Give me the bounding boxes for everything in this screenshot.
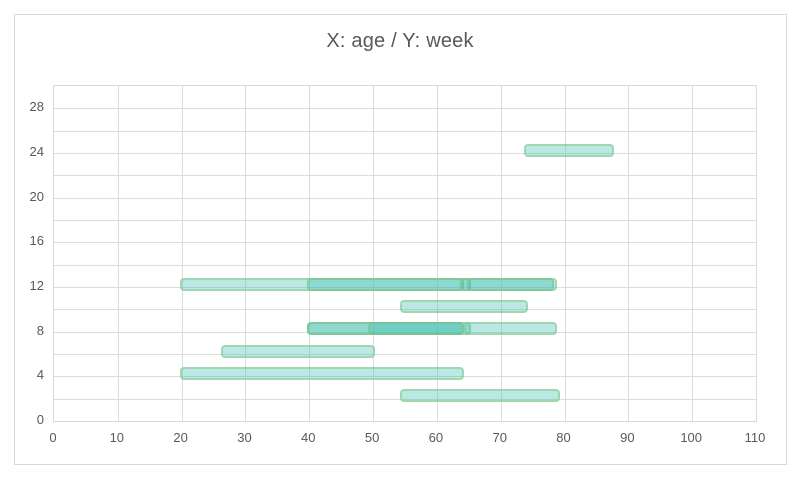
range-bar[interactable] — [524, 143, 615, 157]
gridline-vertical — [118, 86, 119, 421]
gridline-vertical — [692, 86, 693, 421]
range-bar[interactable] — [221, 344, 376, 358]
x-axis-tick-label: 10 — [109, 430, 125, 445]
plot-area — [53, 85, 757, 422]
x-axis-tick-label: 100 — [680, 430, 703, 445]
gridline-vertical — [628, 86, 629, 421]
x-axis-tick-label: 40 — [301, 430, 316, 445]
gridline-vertical — [373, 86, 374, 421]
gridline-vertical — [565, 86, 566, 421]
gridline-horizontal — [54, 265, 756, 266]
gridline-vertical — [501, 86, 502, 421]
y-axis-tick-label: 4 — [36, 367, 44, 383]
x-axis-tick-label: 20 — [173, 430, 188, 445]
gridline-horizontal — [54, 376, 756, 377]
gridline-horizontal — [54, 399, 756, 400]
gridline-vertical — [182, 86, 183, 421]
x-axis-tick-label: 110 — [744, 430, 766, 445]
x-axis-tick-label: 0 — [49, 430, 57, 445]
y-axis-tick-label: 12 — [29, 278, 44, 293]
x-axis-tick-label: 70 — [492, 430, 507, 445]
x-axis-tick-label: 60 — [428, 430, 444, 445]
gridline-vertical — [437, 86, 438, 421]
gridline-horizontal — [54, 131, 756, 132]
range-bar[interactable] — [399, 389, 561, 403]
y-axis-tick-label: 0 — [36, 412, 44, 427]
range-bar[interactable] — [399, 300, 529, 314]
y-axis-tick-label: 16 — [29, 233, 44, 249]
gridline-horizontal — [54, 153, 756, 154]
x-axis-tick-label: 30 — [237, 430, 252, 445]
range-bar[interactable] — [367, 322, 465, 336]
gridline-horizontal — [54, 108, 756, 109]
gridline-horizontal — [54, 309, 756, 310]
range-bar[interactable] — [466, 277, 557, 291]
gridline-horizontal — [54, 242, 756, 243]
y-axis-tick-label: 28 — [29, 99, 44, 115]
gridline-vertical — [309, 86, 310, 421]
range-bar[interactable] — [179, 367, 465, 381]
y-axis-tick-label: 8 — [36, 322, 44, 338]
gridline-horizontal — [54, 198, 756, 199]
range-bar[interactable] — [463, 322, 557, 336]
y-axis-tick-label: 24 — [29, 144, 44, 159]
y-axis-tick-label: 20 — [29, 188, 44, 204]
range-bar[interactable] — [307, 277, 471, 291]
gridline-horizontal — [54, 220, 756, 221]
chart-title: X: age / Y: week — [326, 30, 474, 52]
gridline-horizontal — [54, 354, 756, 355]
gridline-horizontal — [54, 175, 756, 176]
gridline-horizontal — [54, 287, 756, 288]
x-axis-tick-label: 50 — [364, 430, 380, 445]
gridline-vertical — [245, 86, 246, 421]
x-axis-tick-label: 80 — [556, 430, 571, 445]
gridline-horizontal — [54, 332, 756, 333]
x-axis-tick-label: 90 — [620, 430, 635, 445]
